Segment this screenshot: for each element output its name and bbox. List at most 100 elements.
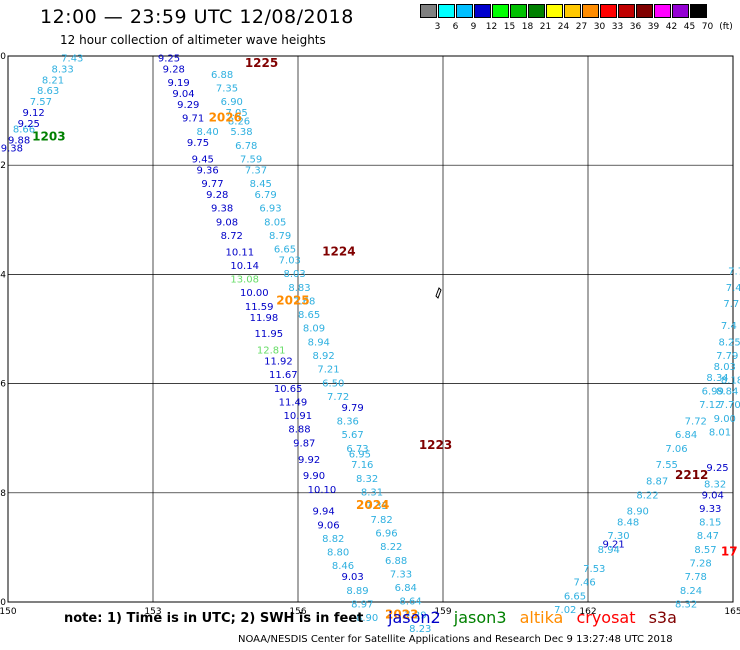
wave-height-value: 9.77 <box>201 179 223 190</box>
wave-height-value: 8.97 <box>351 599 373 610</box>
wave-height-value: 7.30 <box>607 531 629 542</box>
wave-height-value: 11.59 <box>245 302 274 313</box>
wave-height-value: 6.65 <box>564 591 586 602</box>
wave-height-value: 7.06 <box>665 444 687 455</box>
lat-tick-label: -50 <box>0 52 6 62</box>
legend-swatch-42 <box>654 4 671 18</box>
wave-height-value: 7.59 <box>240 154 262 165</box>
wave-height-value: 9.90 <box>303 471 325 482</box>
wave-height-value: 9.45 <box>192 154 214 165</box>
wave-height-value: 8.89 <box>346 586 368 597</box>
wave-height-value: 13.08 <box>230 275 259 286</box>
wave-height-value: 12.81 <box>257 346 286 357</box>
lat-tick-label: -58 <box>0 489 6 499</box>
legend-swatch-45 <box>672 4 689 18</box>
chart-subtitle: 12 hour collection of altimeter wave hei… <box>60 33 326 47</box>
wave-height-value: 8.80 <box>327 548 349 559</box>
legend-swatch-70 <box>690 4 707 18</box>
wave-height-value: 9.08 <box>216 217 238 228</box>
wave-height-value: 7.37 <box>245 165 267 176</box>
legend-swatch-33 <box>600 4 617 18</box>
legend-label-42: 42 <box>665 22 678 32</box>
wave-height-value: 7.68 <box>293 296 315 307</box>
track-id-label: 2023 <box>385 607 418 621</box>
legend-swatch-6 <box>438 4 455 18</box>
wave-height-value: 11.98 <box>250 313 279 324</box>
wave-height-value: 8.22 <box>380 542 402 553</box>
island-shape <box>435 287 442 299</box>
wave-height-value: 9.38 <box>211 204 233 215</box>
wave-height-value: 10.11 <box>226 247 255 258</box>
wave-height-value: 6.90 <box>221 97 243 108</box>
wave-height-value: 7.72 <box>327 392 349 403</box>
wave-height-value: 7.16 <box>351 460 373 471</box>
wave-height-value: 8.32 <box>356 474 378 485</box>
lat-tick-label: -52 <box>0 161 6 171</box>
wave-height-value: 8.90 <box>627 507 649 518</box>
legend-swatch-12 <box>474 4 491 18</box>
legend-label-33: 33 <box>611 22 624 32</box>
legend-label-24: 24 <box>557 22 570 32</box>
wave-height-value: 8.88 <box>288 425 310 436</box>
legend-label-12: 12 <box>485 22 498 32</box>
track-id-label: 2024 <box>356 498 389 512</box>
wave-height-value: 7.7 <box>723 299 739 310</box>
wave-height-value: 9.33 <box>699 504 721 515</box>
lon-tick-label: 165 <box>724 607 740 617</box>
wave-height-value: 6.79 <box>255 190 277 201</box>
legend-swatch-39 <box>636 4 653 18</box>
wave-height-value: 8.90 <box>356 613 378 624</box>
legend-label-9: 9 <box>470 22 477 32</box>
track-id-label: 17 <box>721 545 738 559</box>
wave-height-value: 8.21 <box>42 75 64 86</box>
wave-height-value: 6.88 <box>385 556 407 567</box>
wave-height-value: 8.66 <box>13 124 35 135</box>
wave-height-value: 8.03 <box>284 269 306 280</box>
wave-height-value: 6.73 <box>346 444 368 455</box>
legend-label-18: 18 <box>521 22 534 32</box>
legend-label-30: 30 <box>593 22 606 32</box>
wave-height-value: 7.57 <box>30 97 52 108</box>
wave-height-value: 7.53 <box>583 564 605 575</box>
wave-height-value: 8.46 <box>332 561 354 572</box>
wave-height-value: 6.50 <box>322 378 344 389</box>
wave-height-value: 8.92 <box>313 351 335 362</box>
wave-height-value: 6.99 <box>702 387 724 398</box>
credit-line: NOAA/NESDIS Center for Satellite Applica… <box>238 634 673 645</box>
wave-height-value: 9.25 <box>18 119 40 130</box>
wave-height-value: 6.65 <box>274 245 296 256</box>
wave-height-value: 9.12 <box>23 108 45 119</box>
legend-swatch-27 <box>564 4 581 18</box>
wave-height-value: 11.92 <box>264 356 293 367</box>
wave-height-value: 7.35 <box>216 83 238 94</box>
wave-height-value: 8.64 <box>400 597 422 608</box>
wave-height-value: 7.33 <box>366 501 388 512</box>
wave-height-value: 7.28 <box>690 559 712 570</box>
wave-height-value: 8.23 <box>409 624 431 635</box>
wave-height-value: 10.14 <box>230 261 259 272</box>
wave-height-value: 8.32 <box>675 599 697 610</box>
legend-swatch-36 <box>618 4 635 18</box>
wave-height-value: 8.31 <box>361 488 383 499</box>
wave-height-value: 10.65 <box>274 384 303 395</box>
wave-height-value: 5.38 <box>230 127 252 138</box>
wave-height-value: 9.25 <box>706 463 728 474</box>
wave-height-value: 8.84 <box>716 387 738 398</box>
wave-height-value: 8.65 <box>298 310 320 321</box>
wave-height-value: 8.05 <box>264 217 286 228</box>
legend-label-21: 21 <box>539 22 552 32</box>
legend-label-70: 70 <box>701 22 714 32</box>
wave-height-value: 8.82 <box>322 534 344 545</box>
wave-height-value: 7.72 <box>685 417 707 428</box>
legend-unit: (ft) <box>719 22 733 32</box>
sat-cryosat-label: cryosat <box>576 608 636 627</box>
legend-swatch-21 <box>528 4 545 18</box>
wave-height-value: 9.03 <box>342 572 364 583</box>
wave-height-value: 8.01 <box>709 427 731 438</box>
wave-height-value: 7.82 <box>371 515 393 526</box>
wave-height-value: 8.26 <box>228 116 250 127</box>
wave-height-value: 7.05 <box>226 108 248 119</box>
wave-height-value: 7.7 <box>728 266 740 277</box>
wave-height-value: 6.84 <box>395 583 417 594</box>
wave-height-value: 8.87 <box>646 477 668 488</box>
